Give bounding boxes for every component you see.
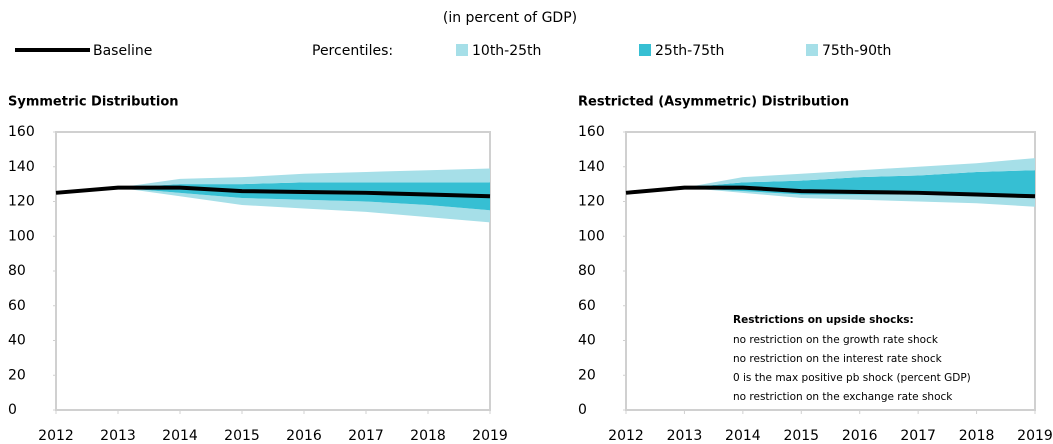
- y-tick-label: 0: [8, 402, 17, 418]
- legend-label: Percentiles:: [312, 43, 393, 59]
- baseline-line: [55, 185, 491, 199]
- x-tick-label: 2013: [667, 428, 703, 444]
- x-tick-label: 2013: [100, 428, 136, 444]
- baseline-line: [625, 185, 1036, 199]
- y-tick-label: 140: [8, 159, 35, 175]
- x-tick-label: 2018: [410, 428, 446, 444]
- x-tick-label: 2014: [725, 428, 761, 444]
- annotation-line: no restriction on the growth rate shock: [733, 334, 939, 346]
- y-tick-label: 100: [8, 228, 35, 244]
- annotation-line: 0 is the max positive pb shock (percent …: [733, 372, 971, 384]
- x-tick-label: 2015: [783, 428, 819, 444]
- x-tick-label: 2016: [286, 428, 322, 444]
- x-tick-label: 2014: [162, 428, 198, 444]
- subtitle: (in percent of GDP): [443, 10, 577, 26]
- legend-label: 75th-90th: [822, 43, 891, 59]
- y-tick-label: 160: [578, 124, 605, 140]
- y-tick-label: 80: [578, 263, 596, 279]
- y-tick-label: 80: [8, 263, 26, 279]
- legend-swatch: [456, 44, 468, 56]
- y-tick-label: 140: [578, 159, 605, 175]
- legend-label: 25th-75th: [655, 43, 724, 59]
- annotation-title: Restrictions on upside shocks:: [733, 314, 914, 326]
- x-tick-label: 2019: [1017, 428, 1053, 444]
- y-tick-label: 40: [8, 333, 26, 349]
- y-tick-label: 100: [578, 228, 605, 244]
- y-tick-label: 20: [578, 367, 596, 383]
- y-tick-label: 40: [578, 333, 596, 349]
- chart-title: Restricted (Asymmetric) Distribution: [578, 95, 849, 110]
- y-tick-label: 60: [8, 298, 26, 314]
- legend-swatch: [639, 44, 651, 56]
- y-tick-label: 20: [8, 367, 26, 383]
- x-tick-label: 2017: [900, 428, 936, 444]
- legend-label: 10th-25th: [472, 43, 541, 59]
- annotation-line: no restriction on the exchange rate shoc…: [733, 391, 953, 403]
- x-tick-label: 2019: [472, 428, 508, 444]
- y-tick-label: 120: [8, 194, 35, 210]
- y-tick-label: 160: [8, 124, 35, 140]
- band: [118, 168, 490, 188]
- y-tick-label: 120: [578, 194, 605, 210]
- chart-title: Symmetric Distribution: [8, 95, 179, 110]
- legend-swatch: [806, 44, 818, 56]
- band: [684, 187, 1035, 207]
- x-tick-label: 2016: [842, 428, 878, 444]
- band: [684, 158, 1035, 188]
- y-tick-label: 0: [578, 402, 587, 418]
- x-tick-label: 2012: [608, 428, 644, 444]
- annotation-line: no restriction on the interest rate shoc…: [733, 353, 943, 365]
- x-tick-label: 2018: [959, 428, 995, 444]
- legend-label: Baseline: [93, 43, 152, 59]
- y-tick-label: 60: [578, 298, 596, 314]
- band: [118, 187, 490, 223]
- x-tick-label: 2015: [224, 428, 260, 444]
- x-tick-label: 2012: [38, 428, 74, 444]
- x-tick-label: 2017: [348, 428, 384, 444]
